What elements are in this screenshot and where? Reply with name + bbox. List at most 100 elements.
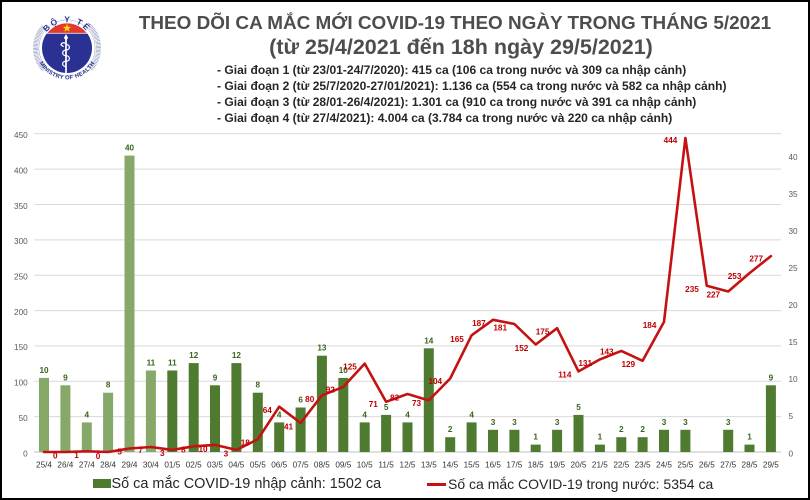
svg-text:235: 235 [685,285,699,294]
svg-text:71: 71 [369,400,379,409]
svg-text:300: 300 [14,237,28,246]
svg-text:27/5: 27/5 [720,460,736,469]
svg-text:8: 8 [106,381,111,390]
svg-text:3: 3 [224,450,229,459]
svg-text:152: 152 [515,344,529,353]
svg-text:08/5: 08/5 [314,460,330,469]
svg-text:4: 4 [85,410,90,419]
svg-text:1: 1 [747,433,752,442]
svg-text:15/5: 15/5 [464,460,480,469]
svg-text:29/5: 29/5 [763,460,779,469]
svg-text:10: 10 [789,375,799,384]
svg-text:1: 1 [533,433,538,442]
svg-text:3: 3 [726,418,731,427]
svg-text:30: 30 [789,227,799,236]
svg-text:350: 350 [14,202,28,211]
svg-text:7: 7 [138,446,143,455]
svg-text:181: 181 [493,324,507,333]
svg-text:250: 250 [14,273,28,282]
svg-text:200: 200 [14,308,28,317]
svg-text:104: 104 [428,377,442,386]
svg-text:131: 131 [578,359,592,368]
svg-text:0: 0 [96,452,101,461]
svg-text:28/5: 28/5 [742,460,758,469]
svg-text:114: 114 [558,371,572,380]
svg-text:26/5: 26/5 [699,460,715,469]
svg-text:01/5: 01/5 [164,460,180,469]
svg-text:18/5: 18/5 [528,460,544,469]
svg-text:10: 10 [339,366,349,375]
svg-text:13: 13 [317,344,327,353]
svg-text:3: 3 [683,418,688,427]
svg-text:3: 3 [662,418,667,427]
svg-text:2: 2 [448,425,453,434]
svg-text:30/4: 30/4 [143,460,159,469]
svg-text:9: 9 [63,373,68,382]
svg-text:12/5: 12/5 [400,460,416,469]
svg-text:10: 10 [39,366,49,375]
svg-text:21/5: 21/5 [592,460,608,469]
svg-text:1: 1 [598,433,603,442]
svg-text:18: 18 [241,439,251,448]
svg-text:17/5: 17/5 [506,460,522,469]
svg-text:4: 4 [362,410,367,419]
svg-text:50: 50 [19,414,29,423]
svg-text:3: 3 [512,418,517,427]
svg-text:41: 41 [284,423,294,432]
svg-text:26/4: 26/4 [57,460,73,469]
svg-text:5: 5 [384,403,389,412]
svg-text:64: 64 [263,406,273,415]
svg-text:23/5: 23/5 [635,460,651,469]
svg-text:450: 450 [14,131,28,140]
svg-text:129: 129 [621,360,635,369]
svg-text:0: 0 [789,449,794,458]
svg-text:277: 277 [749,255,763,264]
svg-text:73: 73 [412,399,422,408]
svg-text:11: 11 [168,359,177,368]
svg-text:9: 9 [213,373,218,382]
svg-text:5: 5 [789,412,794,421]
svg-text:20: 20 [789,301,799,310]
svg-text:184: 184 [643,321,657,330]
svg-text:5: 5 [117,447,122,456]
svg-text:28/4: 28/4 [100,460,116,469]
svg-text:9: 9 [769,373,774,382]
svg-text:444: 444 [664,136,678,145]
svg-text:35: 35 [789,190,799,199]
svg-text:8: 8 [256,381,261,390]
svg-text:143: 143 [600,347,614,356]
svg-text:400: 400 [14,166,28,175]
svg-text:5: 5 [576,403,581,412]
svg-text:4: 4 [405,410,410,419]
svg-text:09/5: 09/5 [335,460,351,469]
svg-text:187: 187 [472,319,486,328]
svg-text:1: 1 [74,451,79,460]
svg-text:3: 3 [160,449,165,458]
svg-text:22/5: 22/5 [613,460,629,469]
svg-text:0: 0 [23,449,28,458]
svg-text:10/5: 10/5 [357,460,373,469]
svg-text:29/4: 29/4 [122,460,138,469]
svg-text:2: 2 [640,425,645,434]
svg-text:227: 227 [706,290,720,299]
svg-text:25/5: 25/5 [677,460,693,469]
svg-text:0: 0 [53,451,58,460]
svg-text:8: 8 [181,446,186,455]
svg-text:04/5: 04/5 [228,460,244,469]
svg-text:92: 92 [326,386,336,395]
svg-text:165: 165 [450,335,464,344]
svg-text:05/5: 05/5 [250,460,266,469]
svg-text:19/5: 19/5 [549,460,565,469]
svg-text:3: 3 [555,418,560,427]
svg-text:11/5: 11/5 [378,460,394,469]
svg-text:02/5: 02/5 [186,460,202,469]
svg-text:24/5: 24/5 [656,460,672,469]
svg-text:125: 125 [343,362,357,371]
svg-text:6: 6 [298,396,303,405]
svg-text:12: 12 [232,351,242,360]
svg-text:03/5: 03/5 [207,460,223,469]
svg-text:80: 80 [305,395,315,404]
svg-text:11: 11 [147,359,156,368]
svg-text:25/4: 25/4 [36,460,52,469]
svg-text:3: 3 [491,418,496,427]
